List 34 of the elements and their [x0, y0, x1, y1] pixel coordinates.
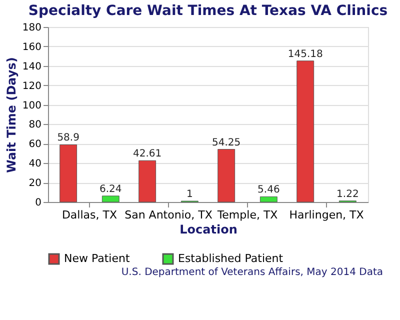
y-tick-label: 0: [35, 198, 42, 208]
x-tick-label: Harlingen, TX: [289, 208, 364, 222]
data-label: 1: [186, 189, 193, 200]
x-tick-label: Temple, TX: [216, 208, 278, 222]
y-tick-label: 20: [28, 178, 42, 190]
bar: [260, 196, 278, 202]
legend-label: New Patient: [64, 252, 130, 265]
bar: [218, 149, 236, 202]
data-label: 1.22: [336, 188, 359, 200]
x-axis-title: Location: [180, 222, 238, 236]
data-label: 6.24: [100, 184, 122, 195]
y-tick-label: 60: [28, 139, 42, 150]
data-label: 42.61: [133, 148, 162, 160]
data-label: 54.25: [212, 137, 241, 148]
legend-label: Established Patient: [178, 252, 284, 265]
y-tick-label: 180: [22, 22, 42, 34]
text: U.S. Department of Veterans Affairs, May 2014 Data: [121, 267, 383, 278]
bar: [60, 144, 78, 202]
y-tick-label: 80: [28, 120, 42, 131]
y-tick-label: 140: [22, 61, 42, 72]
y-tick-label: 160: [22, 42, 42, 53]
bar: [102, 196, 120, 202]
bar: [296, 60, 314, 202]
y-tick-label: 40: [28, 158, 42, 170]
y-tick-label: 100: [22, 100, 42, 112]
chart-title: Specialty Care Wait Times At Texas VA Clinics: [28, 3, 388, 19]
data-label: 58.9: [57, 132, 80, 144]
y-tick-label: 120: [22, 80, 42, 92]
bar: [138, 160, 156, 202]
x-tick-label: Dallas, TX: [62, 208, 118, 222]
data-label: 5.46: [258, 184, 280, 196]
x-tick-label: San Antonio, TX: [124, 208, 213, 222]
y-axis-title: Wait Time (Days): [4, 57, 18, 173]
data-label: 145.18: [288, 48, 323, 60]
